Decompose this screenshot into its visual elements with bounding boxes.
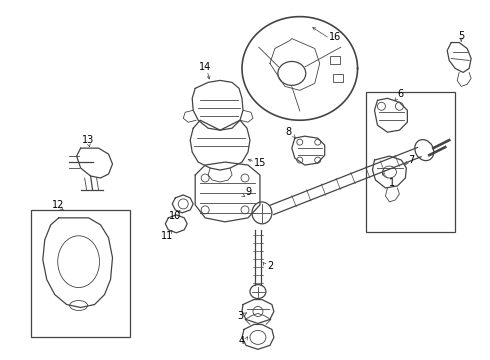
Text: 7: 7: [408, 155, 415, 165]
Text: 1: 1: [390, 178, 395, 188]
Bar: [31, 210, 130, 337]
Text: 5: 5: [458, 31, 465, 41]
Text: 3: 3: [237, 311, 243, 321]
Text: 15: 15: [254, 158, 266, 168]
Text: 9: 9: [245, 187, 251, 197]
Text: 8: 8: [286, 127, 292, 137]
Text: 10: 10: [169, 211, 181, 221]
Text: 4: 4: [239, 336, 245, 346]
Text: 14: 14: [199, 62, 211, 72]
Text: 16: 16: [328, 32, 341, 41]
Text: 13: 13: [81, 135, 94, 145]
Bar: [333, 75, 343, 82]
Bar: [330, 57, 340, 64]
Text: 2: 2: [267, 261, 273, 271]
Text: 12: 12: [51, 200, 64, 210]
Text: 6: 6: [397, 89, 403, 99]
Bar: [366, 92, 455, 232]
Text: 11: 11: [161, 231, 173, 241]
